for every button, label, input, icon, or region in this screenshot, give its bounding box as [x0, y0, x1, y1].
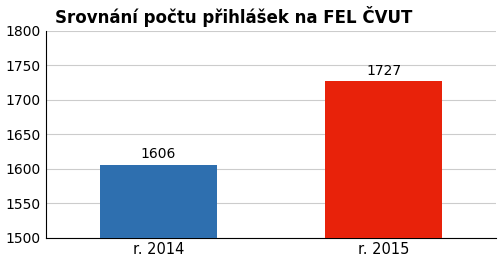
Bar — [325, 81, 441, 263]
Text: Srovnání počtu přihlášek na FEL ČVUT: Srovnání počtu přihlášek na FEL ČVUT — [55, 6, 411, 27]
Text: 1727: 1727 — [365, 64, 400, 78]
Text: 1606: 1606 — [140, 147, 176, 161]
Bar — [100, 165, 216, 263]
